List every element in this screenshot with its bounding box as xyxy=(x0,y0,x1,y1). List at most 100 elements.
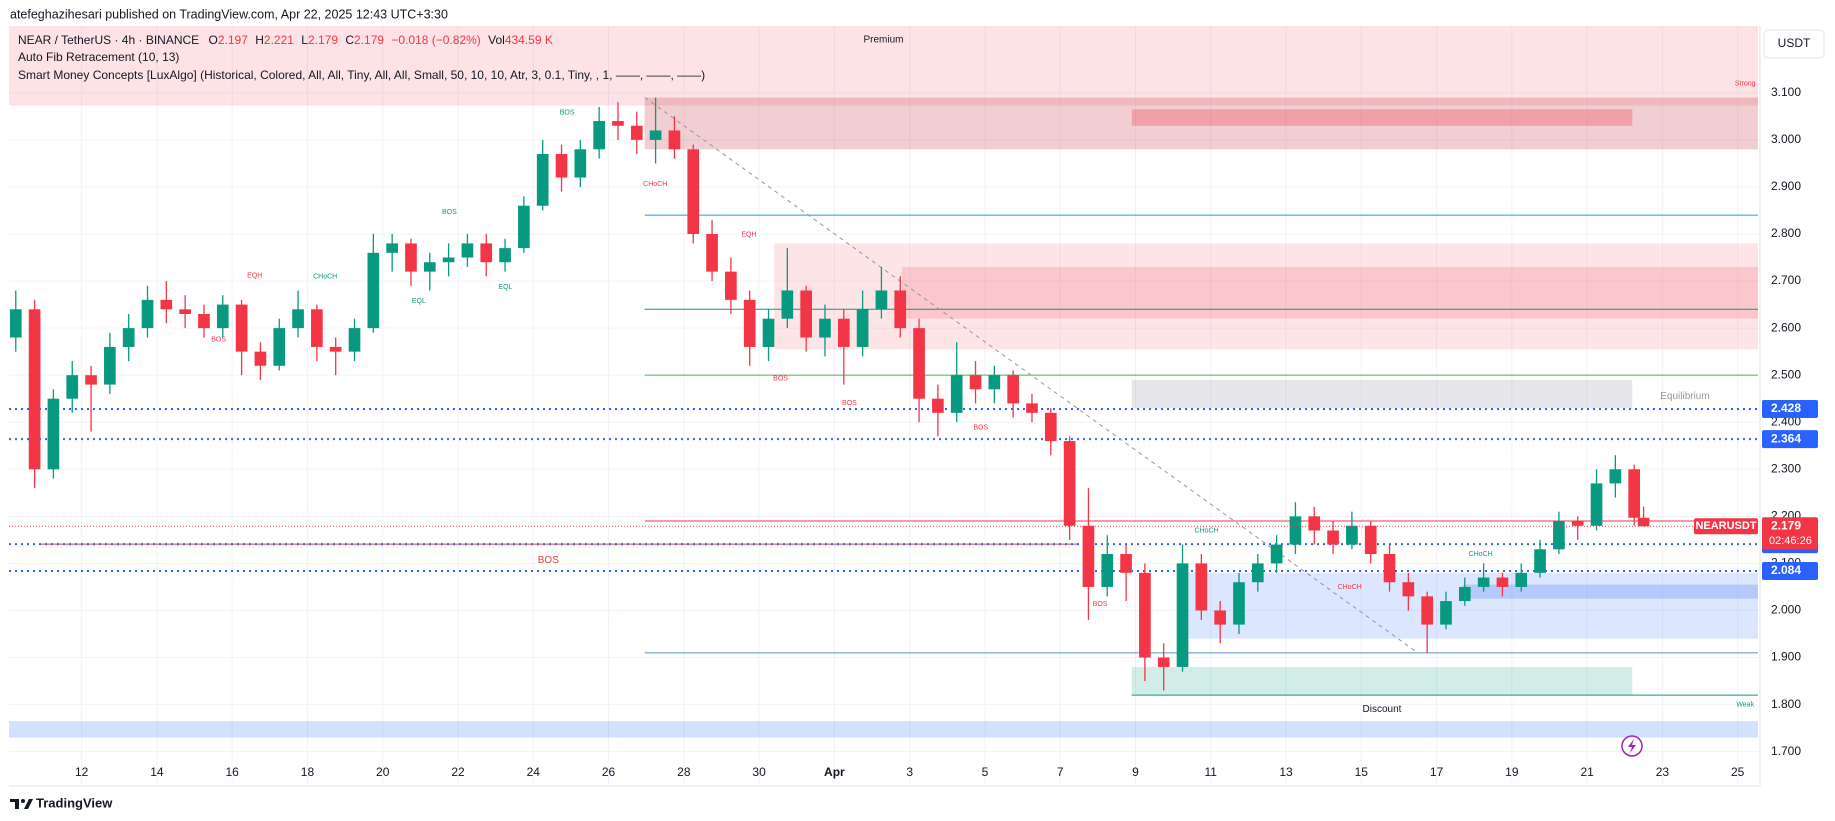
candle-body xyxy=(292,309,304,329)
x-tick-label: 12 xyxy=(75,765,89,779)
annotation: BOS xyxy=(442,209,457,216)
annotation: EQH xyxy=(247,272,262,279)
flash-bolt xyxy=(1628,739,1636,753)
countdown: 02:46:26 xyxy=(1769,535,1812,547)
symbol-tag xyxy=(1694,518,1758,535)
candle-body xyxy=(329,346,342,352)
candle-body xyxy=(141,299,154,329)
candle-body xyxy=(386,243,398,253)
candle-body xyxy=(198,314,210,329)
trendline xyxy=(644,97,1419,654)
quote-value: 2.179 xyxy=(354,33,384,47)
quote-key: H xyxy=(255,33,264,47)
annotation: BOS xyxy=(560,109,575,116)
zone-label: Premium xyxy=(863,35,903,46)
candle-body xyxy=(1383,554,1396,583)
annotation: Strong xyxy=(1735,80,1756,87)
x-tick-label: 21 xyxy=(1580,765,1594,779)
zone xyxy=(9,26,1758,106)
candle-body xyxy=(969,375,982,390)
quote-key: Vol xyxy=(488,33,505,47)
candle-body xyxy=(1421,596,1434,625)
zone xyxy=(902,266,1758,319)
candle-body xyxy=(1609,469,1622,484)
candle-body xyxy=(762,318,775,347)
candle-body xyxy=(28,309,41,470)
candle-body xyxy=(480,243,493,263)
candle-body xyxy=(1571,521,1584,526)
x-tick-label: 30 xyxy=(752,765,766,779)
candle-body xyxy=(1458,586,1471,602)
candle-body xyxy=(649,130,662,140)
candle-body xyxy=(706,234,718,272)
candle-body xyxy=(1063,441,1076,526)
candle-body xyxy=(405,243,417,272)
annotation: CHoCH xyxy=(643,181,667,188)
candle-body xyxy=(1308,516,1321,531)
quote-key: C xyxy=(345,33,354,47)
annotation: CHoCH xyxy=(313,274,337,281)
candle-body xyxy=(235,304,248,352)
candle-body xyxy=(348,328,361,352)
x-tick-label: 20 xyxy=(376,765,390,779)
annotation: Weak xyxy=(1736,701,1754,708)
publisher: atefeghazihesari published on TradingVie… xyxy=(10,7,448,21)
brand: TradingView xyxy=(36,795,113,810)
candle-body xyxy=(1590,483,1603,526)
price-badge xyxy=(1762,430,1818,449)
background-layer xyxy=(9,26,1758,786)
quote-value: 2.179 xyxy=(308,33,338,47)
candle-body xyxy=(1364,525,1377,554)
candle-body xyxy=(367,252,380,329)
candle-body xyxy=(216,304,229,329)
y-tick-label: 3.100 xyxy=(1771,85,1801,99)
candle-body xyxy=(1327,530,1339,545)
y-tick-label: 1.800 xyxy=(1771,697,1801,711)
x-tick-label: 23 xyxy=(1656,765,1670,779)
candle-body xyxy=(800,290,812,338)
annotation: EQL xyxy=(412,298,426,305)
candle-body xyxy=(1251,563,1264,583)
price-badge-label: 2.428 xyxy=(1771,401,1801,415)
candle-body xyxy=(1628,469,1641,518)
candle-body xyxy=(1195,563,1208,611)
candle-body xyxy=(593,121,605,150)
x-tick-label: 15 xyxy=(1355,765,1369,779)
candle-body xyxy=(311,309,323,347)
candle-body xyxy=(913,328,925,399)
quote-line: NEAR / TetherUS · 4h · BINANCE O2.197 H2… xyxy=(18,33,553,47)
y-tick-label: 2.500 xyxy=(1771,367,1801,381)
annotation: BOS xyxy=(538,555,559,566)
y-tick-label: 3.000 xyxy=(1771,132,1801,146)
candle-body xyxy=(1176,563,1189,667)
x-tick-label: 28 xyxy=(677,765,691,779)
annotation: EQL xyxy=(498,284,512,291)
y-tick-label: 1.700 xyxy=(1771,744,1801,758)
flash-icon[interactable] xyxy=(1621,735,1643,757)
zone xyxy=(1188,572,1758,639)
candle-body xyxy=(612,121,624,126)
candle-body xyxy=(1044,412,1057,442)
zone xyxy=(1131,379,1633,409)
logo-mark xyxy=(10,799,19,809)
candle-body xyxy=(442,257,455,263)
candle-body xyxy=(743,299,756,347)
x-tick-label: 13 xyxy=(1279,765,1293,779)
currency-button[interactable] xyxy=(1763,29,1825,59)
candle-body xyxy=(1082,525,1095,587)
zone xyxy=(644,97,1758,150)
annotation: Equilibrium xyxy=(1660,391,1709,402)
annotation: EQH xyxy=(741,231,756,238)
last-price-badge xyxy=(1762,517,1818,550)
x-tick-label: 18 xyxy=(301,765,315,779)
logo xyxy=(10,799,33,809)
annotation: BOS xyxy=(773,375,788,382)
candle-body xyxy=(856,309,869,347)
zone xyxy=(1131,666,1633,696)
candle-body xyxy=(461,243,474,258)
candle-body xyxy=(9,309,22,338)
zone xyxy=(774,243,1758,350)
quote-key: O xyxy=(209,33,218,47)
x-tick-label: 9 xyxy=(1132,765,1139,779)
candle-body xyxy=(1233,582,1245,625)
